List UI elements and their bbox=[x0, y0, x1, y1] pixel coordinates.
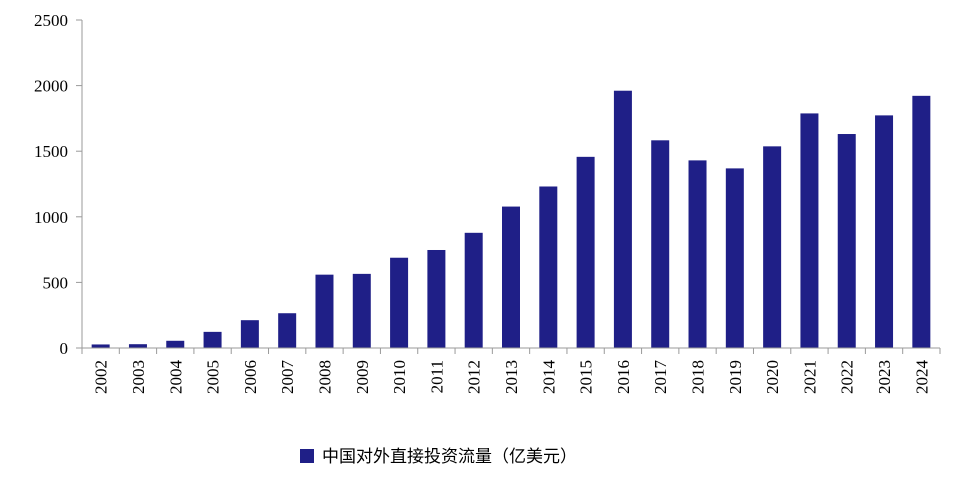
bar-2010 bbox=[390, 257, 409, 348]
y-tick-label: 500 bbox=[43, 273, 69, 292]
x-tick-label: 2013 bbox=[502, 360, 521, 394]
y-tick-label: 2500 bbox=[34, 11, 68, 30]
bar-2006 bbox=[240, 320, 259, 348]
bar-2020 bbox=[763, 146, 782, 348]
bar-2009 bbox=[352, 273, 371, 348]
x-tick-label: 2014 bbox=[539, 360, 558, 395]
x-tick-label: 2003 bbox=[129, 360, 148, 394]
legend: 中国对外直接投资流量（亿美元） bbox=[300, 447, 577, 467]
x-tick-label: 2002 bbox=[92, 360, 111, 394]
y-tick-label: 1000 bbox=[34, 208, 68, 227]
bar-2016 bbox=[613, 90, 632, 348]
y-tick-label: 2000 bbox=[34, 77, 68, 96]
bar-2002 bbox=[91, 344, 110, 348]
y-tick-label: 1500 bbox=[34, 142, 68, 161]
bar-2021 bbox=[800, 113, 819, 348]
x-tick-label: 2006 bbox=[241, 360, 260, 394]
bar-2011 bbox=[427, 249, 446, 348]
bar-2024 bbox=[912, 95, 931, 348]
x-tick-label: 2010 bbox=[390, 360, 409, 394]
bar-2014 bbox=[539, 186, 558, 348]
x-tick-label: 2007 bbox=[278, 360, 297, 395]
bar-2004 bbox=[166, 340, 185, 348]
bar-2017 bbox=[651, 140, 670, 348]
bar-2015 bbox=[576, 156, 595, 348]
x-tick-label: 2004 bbox=[166, 360, 185, 395]
bar-2018 bbox=[688, 160, 707, 348]
bar-2023 bbox=[875, 115, 894, 348]
x-tick-label: 2017 bbox=[651, 360, 670, 395]
bar-2013 bbox=[502, 206, 520, 348]
x-tick-label: 2012 bbox=[465, 360, 484, 394]
bar-2003 bbox=[128, 344, 147, 348]
x-tick-label: 2005 bbox=[204, 360, 223, 394]
legend-swatch bbox=[300, 449, 314, 463]
x-tick-label: 2009 bbox=[353, 360, 372, 394]
x-tick-label: 2019 bbox=[726, 360, 745, 394]
x-axis: 2002 2003 2004 2005 2006 2007 2008 2009 2010 2011… bbox=[81, 347, 941, 395]
bars bbox=[91, 90, 931, 348]
x-tick-label: 2018 bbox=[689, 360, 708, 394]
bar-2012 bbox=[464, 232, 483, 348]
x-tick-label: 2008 bbox=[315, 360, 334, 394]
bar-2008 bbox=[315, 274, 334, 348]
x-tick-label: 2022 bbox=[838, 360, 857, 394]
x-tick-label: 2011 bbox=[427, 360, 446, 393]
x-tick-label: 2023 bbox=[875, 360, 894, 394]
y-axis: 0 500 1000 1500 2000 2500 bbox=[34, 11, 83, 358]
bar-2007 bbox=[278, 313, 297, 348]
bar-2019 bbox=[725, 168, 744, 348]
x-tick-label: 2024 bbox=[912, 360, 931, 395]
bar-2022 bbox=[837, 134, 856, 348]
x-tick-label: 2016 bbox=[614, 360, 633, 394]
x-tick-label: 2021 bbox=[800, 360, 819, 394]
x-tick-label: 2015 bbox=[577, 360, 596, 394]
bar-2005 bbox=[203, 331, 222, 348]
x-tick-label: 2020 bbox=[763, 360, 782, 394]
y-tick-label: 0 bbox=[60, 339, 69, 358]
legend-label: 中国对外直接投资流量（亿美元） bbox=[322, 447, 577, 467]
